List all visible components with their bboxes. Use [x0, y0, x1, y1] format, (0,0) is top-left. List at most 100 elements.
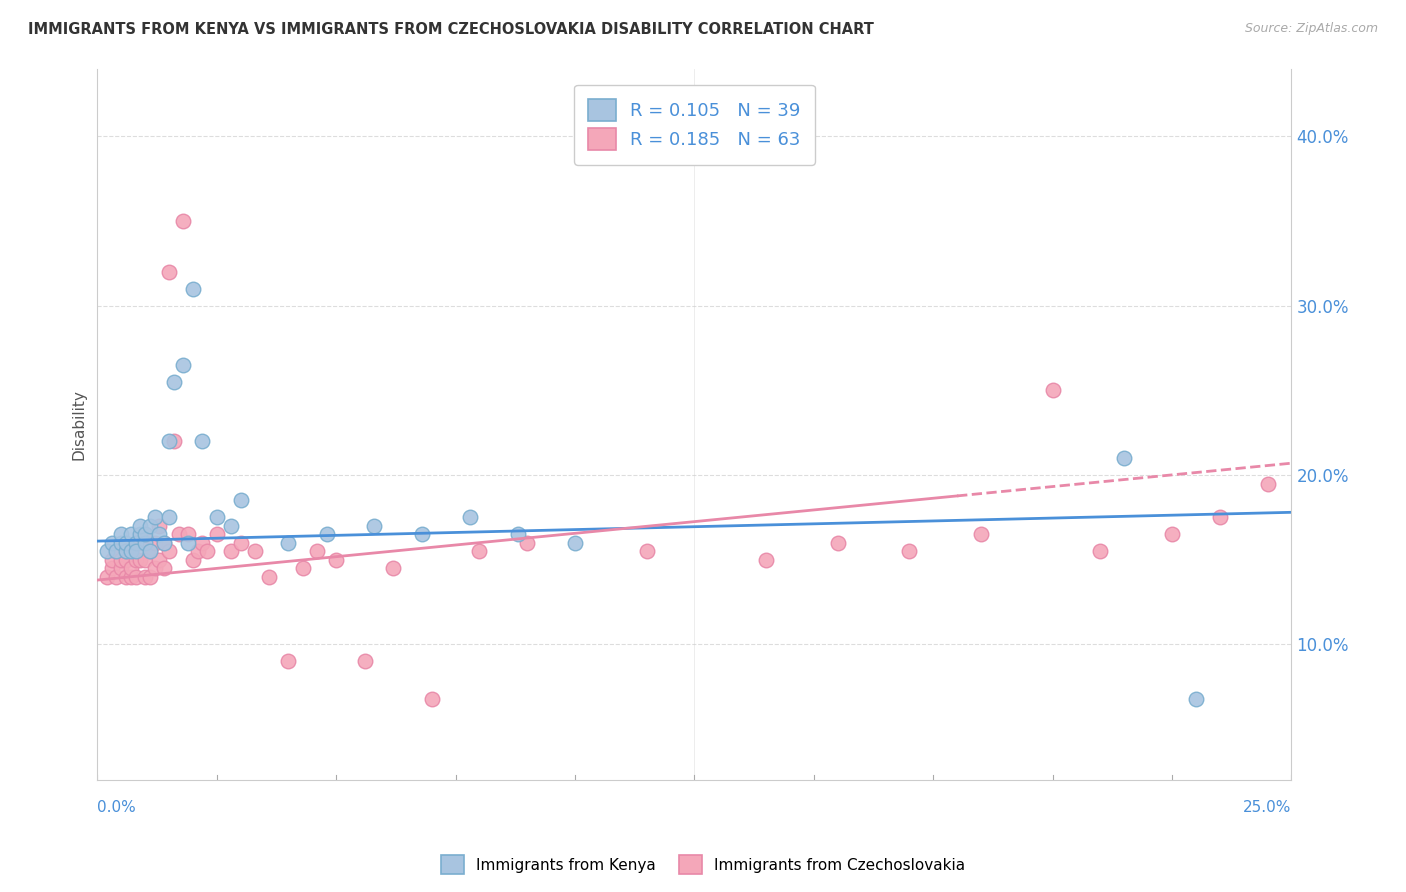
Text: 25.0%: 25.0% — [1243, 800, 1292, 815]
Point — [187, 544, 209, 558]
Point — [898, 544, 921, 558]
Point — [143, 536, 166, 550]
Point — [516, 536, 538, 550]
Point — [105, 569, 128, 583]
Point — [315, 527, 337, 541]
Point — [110, 527, 132, 541]
Legend: R = 0.105   N = 39, R = 0.185   N = 63: R = 0.105 N = 39, R = 0.185 N = 63 — [574, 85, 815, 165]
Point — [1114, 451, 1136, 466]
Point — [110, 536, 132, 550]
Point — [205, 510, 228, 524]
Point — [420, 691, 443, 706]
Point — [143, 561, 166, 575]
Point — [148, 527, 170, 541]
Point — [129, 536, 152, 550]
Point — [134, 527, 156, 541]
Point — [195, 544, 218, 558]
Point — [219, 544, 242, 558]
Point — [277, 654, 299, 668]
Point — [115, 544, 138, 558]
Point — [1090, 544, 1112, 558]
Point — [163, 375, 186, 389]
Point — [124, 569, 146, 583]
Point — [177, 536, 200, 550]
Point — [970, 527, 993, 541]
Legend: Immigrants from Kenya, Immigrants from Czechoslovakia: Immigrants from Kenya, Immigrants from C… — [434, 849, 972, 880]
Point — [382, 561, 405, 575]
Point — [148, 519, 170, 533]
Point — [120, 544, 142, 558]
Point — [115, 544, 138, 558]
Point — [163, 434, 186, 449]
Point — [120, 544, 142, 558]
Point — [134, 527, 156, 541]
Point — [325, 553, 347, 567]
Point — [157, 544, 180, 558]
Point — [229, 493, 252, 508]
Point — [120, 561, 142, 575]
Y-axis label: Disability: Disability — [72, 389, 86, 459]
Point — [143, 510, 166, 524]
Point — [564, 536, 586, 550]
Point — [191, 434, 214, 449]
Point — [277, 536, 299, 550]
Point — [1042, 384, 1064, 398]
Point — [100, 561, 122, 575]
Point — [177, 527, 200, 541]
Point — [157, 265, 180, 279]
Point — [115, 553, 138, 567]
Point — [1185, 691, 1208, 706]
Text: 0.0%: 0.0% — [97, 800, 136, 815]
Point — [100, 553, 122, 567]
Point — [636, 544, 658, 558]
Point — [120, 569, 142, 583]
Point — [105, 544, 128, 558]
Point — [115, 569, 138, 583]
Point — [120, 527, 142, 541]
Point — [755, 553, 778, 567]
Point — [124, 536, 146, 550]
Point — [1161, 527, 1184, 541]
Point — [139, 544, 162, 558]
Point — [134, 569, 156, 583]
Point — [96, 569, 118, 583]
Point — [205, 527, 228, 541]
Point — [153, 536, 176, 550]
Point — [172, 358, 194, 372]
Point — [259, 569, 281, 583]
Point — [139, 519, 162, 533]
Point — [129, 519, 152, 533]
Point — [124, 553, 146, 567]
Point — [148, 553, 170, 567]
Point — [181, 282, 204, 296]
Point — [139, 544, 162, 558]
Point — [458, 510, 481, 524]
Point — [181, 553, 204, 567]
Point — [219, 519, 242, 533]
Point — [139, 569, 162, 583]
Point — [100, 536, 122, 550]
Point — [153, 536, 176, 550]
Point — [229, 536, 252, 550]
Text: Source: ZipAtlas.com: Source: ZipAtlas.com — [1244, 22, 1378, 36]
Point — [110, 561, 132, 575]
Point — [1257, 476, 1279, 491]
Point — [115, 536, 138, 550]
Point — [167, 527, 190, 541]
Point — [468, 544, 491, 558]
Point — [291, 561, 314, 575]
Point — [191, 536, 214, 550]
Point — [124, 536, 146, 550]
Point — [363, 519, 385, 533]
Point — [243, 544, 266, 558]
Point — [353, 654, 375, 668]
Point — [129, 527, 152, 541]
Point — [506, 527, 529, 541]
Point — [307, 544, 329, 558]
Point — [129, 553, 152, 567]
Point — [110, 553, 132, 567]
Point — [157, 434, 180, 449]
Point — [157, 510, 180, 524]
Point — [134, 553, 156, 567]
Point — [134, 536, 156, 550]
